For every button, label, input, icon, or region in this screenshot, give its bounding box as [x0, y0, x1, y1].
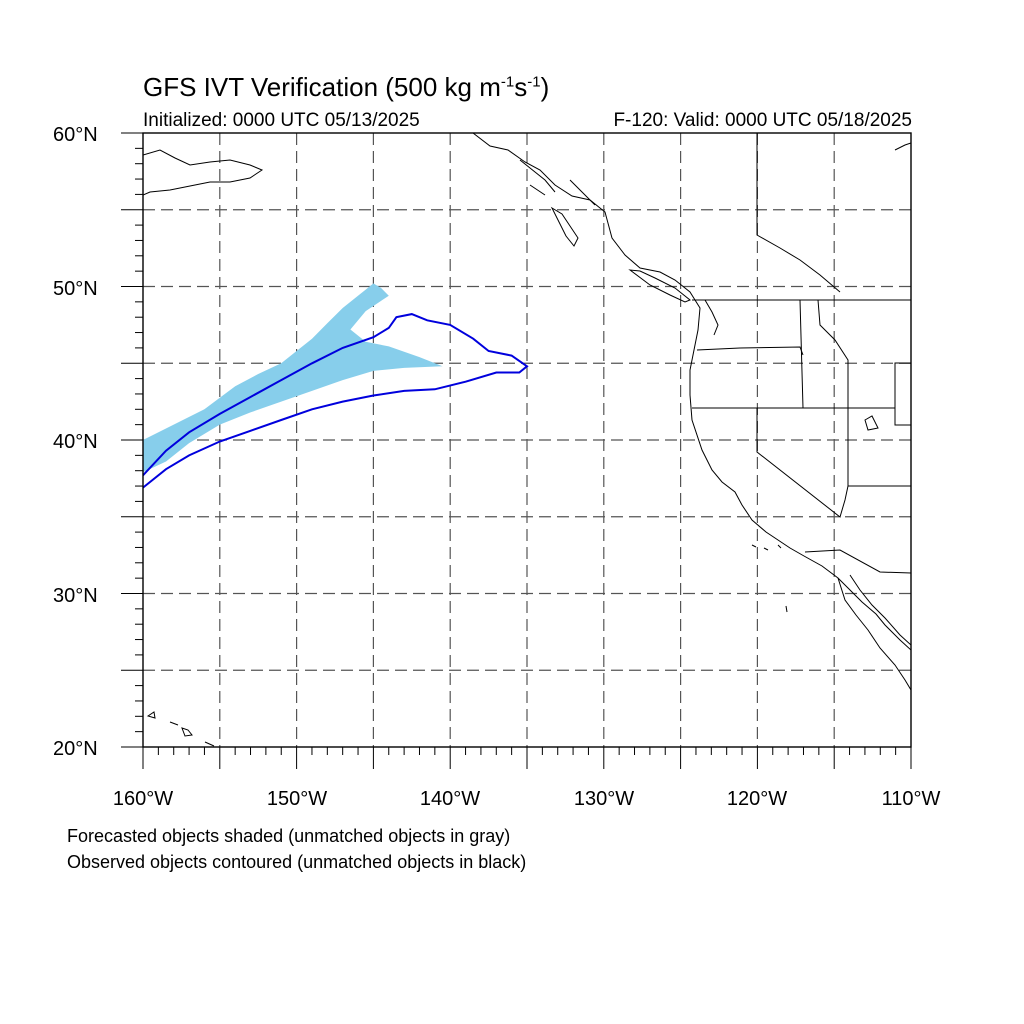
- haida-gwaii: [550, 206, 579, 247]
- grid-lines: [143, 133, 911, 747]
- washington-oregon-border: [696, 346, 804, 356]
- vancouver-island: [628, 269, 691, 303]
- alaska-coast: [143, 149, 264, 196]
- coastlines-and-borders: [143, 133, 911, 747]
- idaho-border: [799, 299, 849, 409]
- utah-border: [847, 408, 911, 487]
- alaska-coast-right: [894, 142, 911, 151]
- wyoming-border: [894, 362, 911, 426]
- lon-label-130w: 130°W: [574, 788, 634, 810]
- forecast-object-shaded: [143, 283, 443, 473]
- west-coast-line: [472, 133, 911, 651]
- canada-interior: [756, 133, 841, 293]
- lat-label-50: 50°N: [53, 278, 98, 300]
- channel-islands: [751, 544, 782, 551]
- observed-object-contour: [143, 313, 529, 489]
- puget-sound: [704, 299, 719, 336]
- chart-title: GFS IVT Verification (500 kg m-1s-1): [143, 72, 549, 103]
- lon-label-150w: 150°W: [267, 788, 327, 810]
- alaska-panhandle-islands: [519, 159, 596, 206]
- caption-forecast: Forecasted objects shaded (unmatched obj…: [67, 826, 511, 846]
- guadalupe-island: [785, 605, 788, 613]
- ivt-objects: [143, 283, 529, 489]
- axis-ticks: [121, 132, 912, 769]
- valid-time: F-120: Valid: 0000 UTC 05/18/2025: [613, 110, 912, 131]
- great-salt-lake: [864, 415, 879, 431]
- title-superscript-2: -1: [527, 73, 541, 91]
- lon-label-140w: 140°W: [420, 788, 480, 810]
- initialized-time: Initialized: 0000 UTC 05/13/2025: [143, 110, 420, 131]
- title-close-paren: ): [540, 72, 550, 102]
- title-superscript-1: -1: [500, 73, 515, 91]
- nevada-border: [756, 408, 849, 518]
- lon-label-110w: 110°W: [882, 788, 941, 810]
- lon-label-160w: 160°W: [113, 788, 173, 810]
- title-unit-s: s: [514, 72, 528, 102]
- caption-observed: Observed objects contoured (unmatched ob…: [67, 852, 527, 872]
- axis-labels: 60°N 50°N 40°N 30°N 20°N 160°W 150°W 140…: [53, 124, 941, 810]
- us-mexico-border: [804, 549, 911, 574]
- lat-label-20: 20°N: [53, 738, 98, 760]
- lat-label-40: 40°N: [53, 431, 98, 453]
- lat-label-60: 60°N: [53, 124, 98, 146]
- lon-label-120w: 120°W: [727, 788, 787, 810]
- lat-label-30: 30°N: [53, 585, 98, 607]
- title-text: GFS IVT Verification (500 kg m: [143, 72, 501, 102]
- baja-peninsula: [837, 574, 911, 691]
- hawaii-islands: [146, 711, 215, 747]
